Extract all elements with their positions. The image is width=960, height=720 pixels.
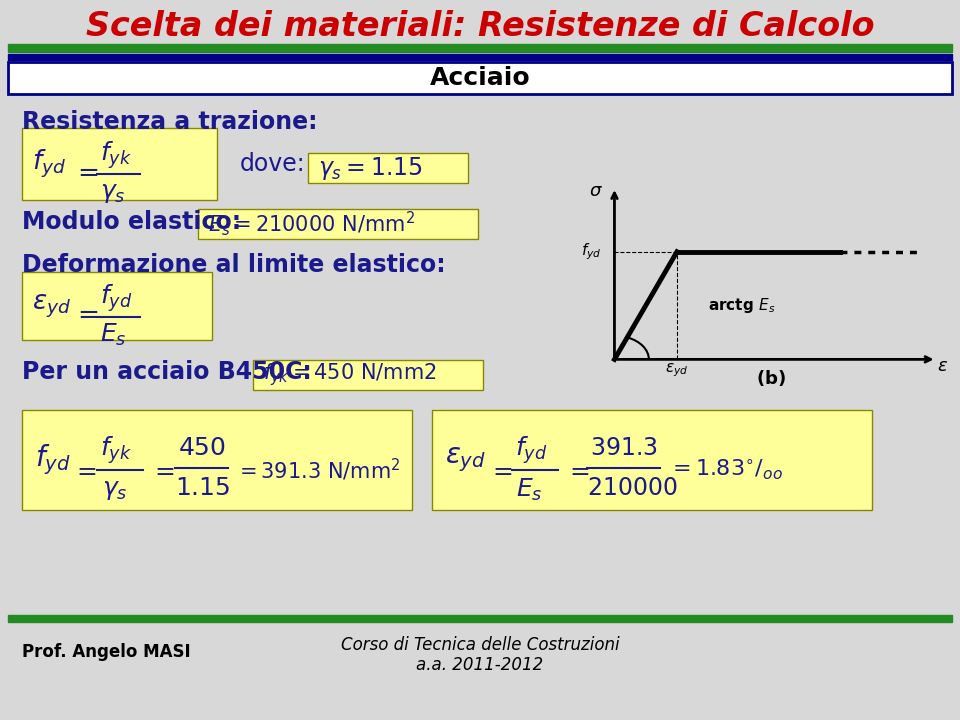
Text: $391.3$: $391.3$ [590,436,658,460]
Bar [8,54,952,60]
Text: $f_{yk} = 450\ \mathrm{N/mm2}$: $f_{yk} = 450\ \mathrm{N/mm2}$ [263,361,437,388]
Text: Corso di Tecnica delle Costruzioni: Corso di Tecnica delle Costruzioni [341,636,619,654]
Text: Per un acciaio B450C:: Per un acciaio B450C: [22,360,312,384]
Text: $=$: $=$ [72,301,98,327]
Text: $=$: $=$ [150,458,175,482]
Text: $\gamma_s$: $\gamma_s$ [100,181,126,205]
Text: $1.15$: $1.15$ [175,476,230,500]
Text: $450$: $450$ [178,436,226,460]
Text: $= 1.83^{\circ}/_{oo}$: $= 1.83^{\circ}/_{oo}$ [668,458,782,482]
Text: $= 391.3\ \mathrm{N/mm^2}$: $= 391.3\ \mathrm{N/mm^2}$ [235,457,400,483]
Text: $E_s$: $E_s$ [100,322,127,348]
Text: a.a. 2011-2012: a.a. 2011-2012 [417,656,543,674]
Text: Modulo elastico:: Modulo elastico: [22,210,241,234]
Text: dove:: dove: [240,152,305,176]
Text: $\varepsilon_{yd}$: $\varepsilon_{yd}$ [445,446,486,474]
Text: $=$: $=$ [72,458,97,482]
Text: $210000$: $210000$ [587,476,678,500]
Text: $\mathbf{(b)}$: $\mathbf{(b)}$ [756,368,785,387]
Text: $f_{yd}$: $f_{yd}$ [515,434,547,466]
Text: Scelta dei materiali: Resistenze di Calcolo: Scelta dei materiali: Resistenze di Calc… [85,11,875,43]
Text: $f_{yd}$: $f_{yd}$ [100,282,132,314]
Bar [198,209,478,239]
Text: $\varepsilon$: $\varepsilon$ [937,357,948,375]
Text: $=$: $=$ [72,159,98,185]
Text: $\gamma_s = 1.15$: $\gamma_s = 1.15$ [318,155,423,181]
Bar [22,128,217,200]
Text: Deformazione al limite elastico:: Deformazione al limite elastico: [22,253,445,277]
Text: Acciaio: Acciaio [430,66,530,90]
Text: $f_{yd}$: $f_{yd}$ [35,443,71,477]
Text: $\varepsilon_{yd}$: $\varepsilon_{yd}$ [32,292,71,320]
Text: arctg $E_s$: arctg $E_s$ [708,296,776,315]
Text: $\sigma$: $\sigma$ [588,182,603,200]
Text: Prof. Angelo MASI: Prof. Angelo MASI [22,643,191,661]
Text: $\varepsilon_{yd}$: $\varepsilon_{yd}$ [665,361,688,379]
Bar [308,153,468,183]
Text: $f_{yd}$: $f_{yd}$ [32,148,66,180]
Text: $=$: $=$ [488,458,514,482]
Bar [22,410,412,510]
Bar [432,410,872,510]
Text: $E_s$: $E_s$ [516,477,542,503]
Bar [8,44,952,52]
Text: $=$: $=$ [565,458,590,482]
Text: $f_{yd}$: $f_{yd}$ [581,241,601,262]
Bar [8,615,952,622]
Text: Resistenza a trazione:: Resistenza a trazione: [22,110,318,134]
Bar [253,360,483,390]
Text: $f_{yk}$: $f_{yk}$ [100,434,132,466]
FancyBboxPatch shape [8,62,952,94]
Text: $f_{yk}$: $f_{yk}$ [100,139,132,171]
Text: $E_s = 210000\ \mathrm{N/mm^2}$: $E_s = 210000\ \mathrm{N/mm^2}$ [208,210,415,238]
Text: $\gamma_s$: $\gamma_s$ [102,478,128,502]
Bar [22,272,212,340]
